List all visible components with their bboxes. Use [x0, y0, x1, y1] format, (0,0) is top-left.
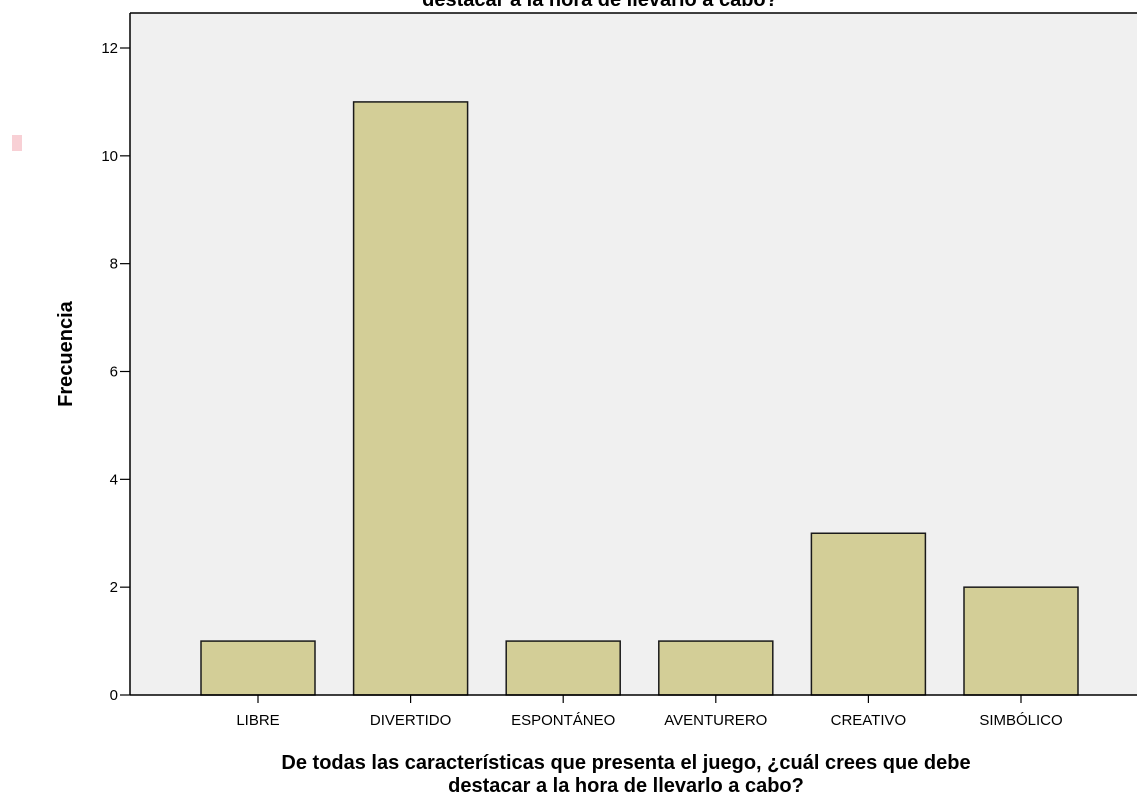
x-tick-label: ESPONTÁNEO: [511, 712, 615, 729]
x-tick-label: SIMBÓLICO: [979, 712, 1062, 729]
bar-aventurero: [658, 640, 774, 696]
x-ticks-group: LIBRE DIVERTIDO ESPONTÁNEO AVENTURERO CREATI…: [236, 695, 1063, 729]
y-tick-label: 6: [110, 364, 118, 381]
plot-area: [130, 13, 1137, 695]
y-ticks-group: 0 2 4 6 8 10 12: [101, 40, 130, 704]
x-tick-label: CREATIVO: [831, 712, 907, 729]
bar-simbólico: [963, 586, 1079, 696]
bar-espontáneo: [505, 640, 621, 696]
y-tick-label: 0: [110, 687, 118, 704]
chart-title-partial: destacar a la hora de llevarlo a cabo?: [422, 0, 778, 11]
y-tick-label: 12: [101, 40, 118, 57]
y-axis-title: Frecuencia: [55, 300, 77, 406]
bar-libre: [200, 640, 316, 696]
x-tick-label: DIVERTIDO: [370, 712, 451, 729]
y-tick-label: 10: [101, 148, 118, 165]
decorative-mark: [12, 135, 22, 151]
y-tick-label: 4: [110, 471, 118, 488]
x-axis-title-line-1: De todas las características que present…: [281, 752, 970, 774]
bar-divertido: [352, 101, 469, 696]
x-tick-label: LIBRE: [236, 712, 279, 729]
y-tick-label: 8: [110, 256, 118, 273]
x-tick-label: AVENTURERO: [664, 712, 767, 729]
bars-group: [200, 101, 1079, 696]
bar-creativo: [810, 532, 927, 696]
x-axis-title-line-2: destacar a la hora de llevarlo a cabo?: [448, 775, 804, 797]
y-tick-label: 2: [110, 579, 118, 596]
